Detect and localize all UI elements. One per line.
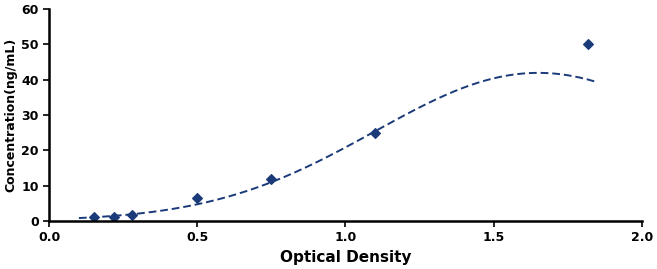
Y-axis label: Concentration(ng/mL): Concentration(ng/mL) [4, 38, 17, 192]
X-axis label: Optical Density: Optical Density [280, 250, 411, 265]
